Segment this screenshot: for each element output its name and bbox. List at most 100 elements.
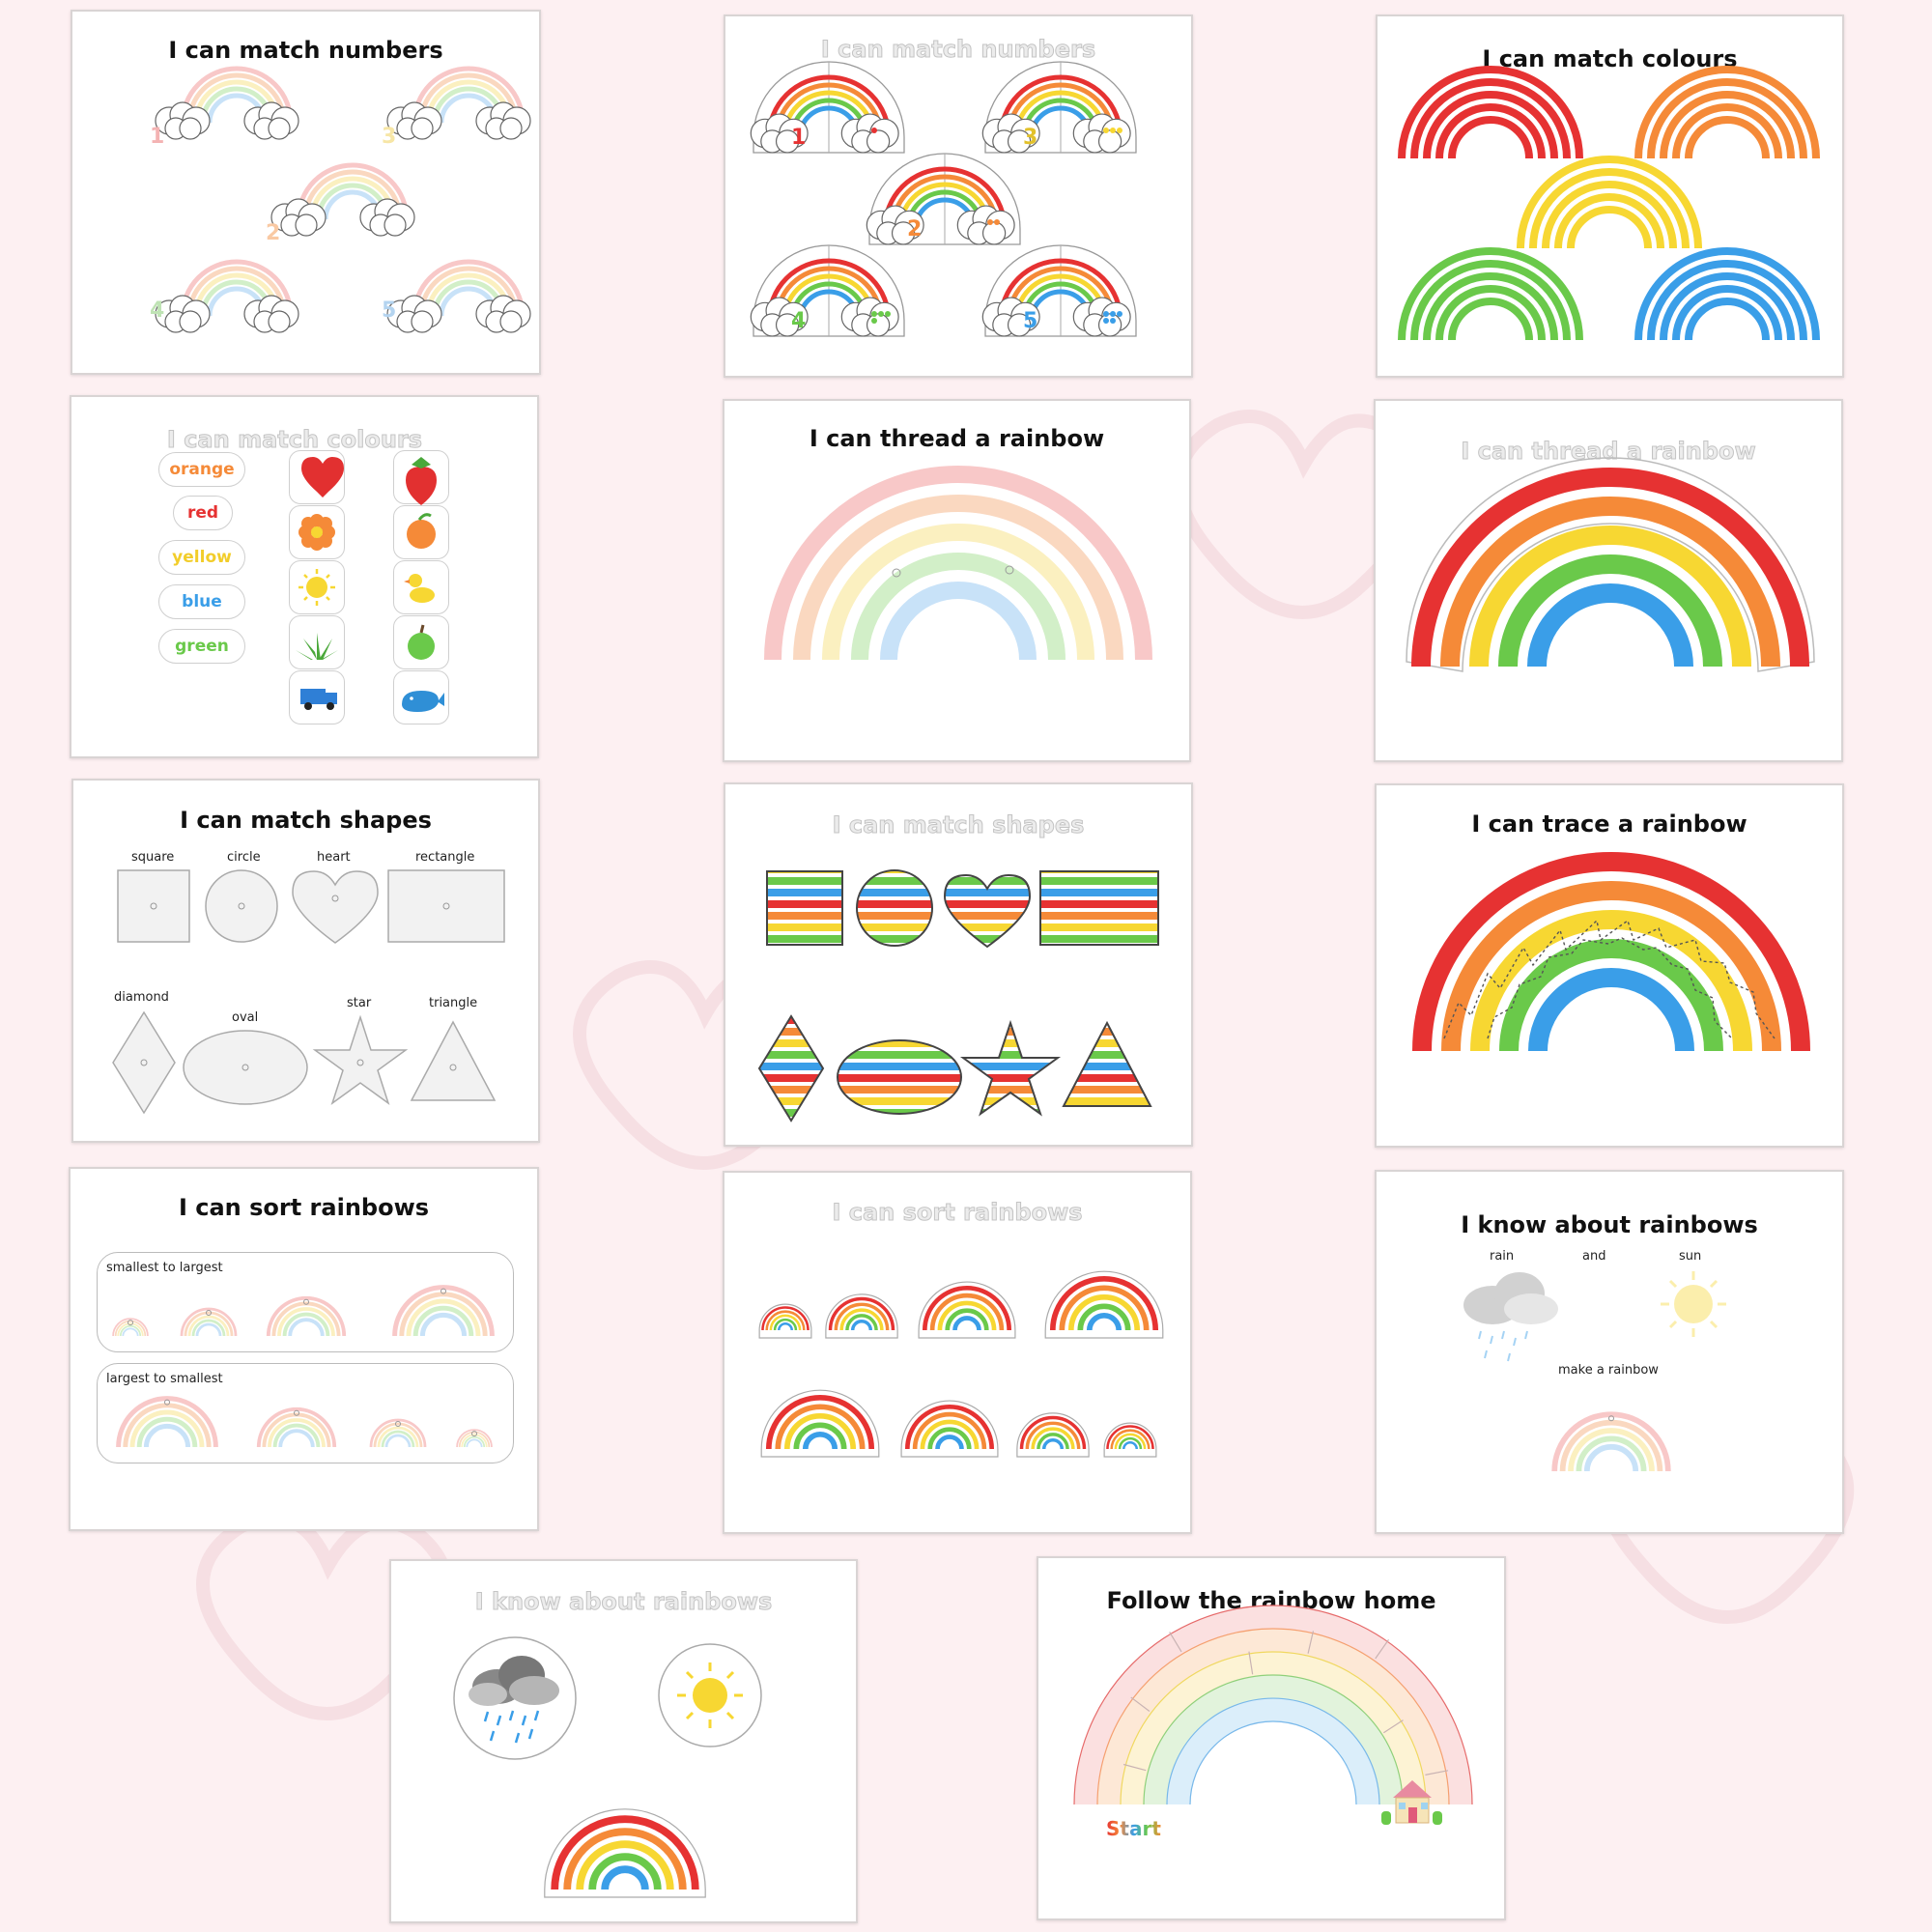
rainbow-band <box>1423 272 1558 341</box>
rainbow-band <box>904 1405 995 1450</box>
number-label: 1 <box>791 126 807 150</box>
rainbow-band <box>783 1413 857 1450</box>
thread-hole <box>1608 1415 1614 1422</box>
rainbow-band <box>1106 1425 1154 1450</box>
shape-label: square <box>131 850 175 865</box>
cloud-icon <box>243 295 299 333</box>
count-dot <box>1117 311 1122 317</box>
colour-rainbows <box>1398 66 1820 341</box>
strawberry-picture-tile[interactable] <box>393 450 449 504</box>
square-rainbow-shape <box>766 870 843 946</box>
rainbow-band <box>1499 939 1723 1052</box>
rainbow-band <box>412 66 526 124</box>
rainbow-band <box>551 1815 699 1890</box>
rainbow-band <box>1412 852 1810 1052</box>
colour-rainbow-large <box>1411 468 1809 668</box>
colour-rainbow <box>900 1400 999 1458</box>
rainbow-band <box>1527 583 1693 668</box>
make-a-rainbow-label: make a rainbow <box>1558 1363 1659 1378</box>
rainbow-band <box>1685 298 1770 341</box>
maze-wall <box>1120 1651 1427 1805</box>
colour-word-orange[interactable]: orange <box>158 452 245 487</box>
orange-picture-tile[interactable] <box>393 505 449 559</box>
rainbow-band <box>1568 1428 1655 1472</box>
cloud-icon <box>359 198 415 237</box>
and-label: and <box>1582 1249 1606 1264</box>
count-dot <box>1110 311 1116 317</box>
pastel-rainbow <box>1551 1411 1671 1472</box>
colour-rainbow <box>1016 1412 1090 1458</box>
card-title: I can sort rainbows <box>832 1199 1083 1227</box>
colour-word-red[interactable]: red <box>173 496 233 530</box>
maze-wall <box>1169 1632 1182 1653</box>
orange-rainbow <box>1634 66 1820 159</box>
colour-word-yellow[interactable]: yellow <box>158 540 245 575</box>
oval-rainbow-shape <box>837 1039 962 1115</box>
sort-row-label: smallest to largest <box>106 1261 223 1275</box>
rainbow-band <box>998 258 1123 322</box>
count-dot <box>1103 128 1109 133</box>
rainbow-band <box>764 466 1152 661</box>
number-label: 3 <box>382 125 397 149</box>
sun-icon <box>1661 1271 1726 1337</box>
pastel-rainbow <box>386 259 531 333</box>
diamond-shape <box>112 1010 176 1115</box>
sort-row-largest-to-smallest <box>97 1363 514 1463</box>
rainbow-band <box>851 553 1065 661</box>
rainbow-band <box>418 266 519 317</box>
rainbow-band <box>802 1432 838 1450</box>
cloud-icon <box>475 295 531 333</box>
blue-rainbow <box>1634 247 1820 341</box>
flower-picture-tile[interactable] <box>289 505 345 559</box>
rainbow-band <box>773 1318 798 1331</box>
cloud-icon <box>981 113 1040 154</box>
card-follow-rainbow-home: Follow the rainbow home Start <box>1037 1556 1506 1920</box>
card-title: I can match shapes <box>180 807 432 834</box>
sun-picture-tile[interactable] <box>289 560 345 614</box>
rainbow-band <box>765 1394 875 1450</box>
rainbow-band <box>563 1828 687 1890</box>
rainbow-puzzle <box>981 61 1137 154</box>
card-title: I know about rainbows <box>1461 1211 1758 1238</box>
cloud-icon <box>1072 113 1131 154</box>
cloud-icon <box>981 297 1040 337</box>
rainbow-band <box>1551 1411 1671 1472</box>
card-thread-rainbow-colour: I can thread a rainbow <box>1374 399 1843 762</box>
shape-label: star <box>347 996 372 1010</box>
heart-rainbow-shape <box>943 873 1032 949</box>
maze-wall <box>1307 1631 1315 1654</box>
duck-picture-tile[interactable] <box>393 560 449 614</box>
heart-picture-tile[interactable] <box>289 450 345 504</box>
whale-picture-tile[interactable] <box>393 670 449 724</box>
sort-row-smallest-to-largest <box>97 1252 514 1352</box>
rainbow-band <box>880 582 1037 661</box>
cut-outline <box>758 1303 812 1339</box>
pastel-rainbow <box>155 66 299 140</box>
square-shape <box>117 869 190 943</box>
rainbow-band <box>1685 116 1770 159</box>
rainbow-band <box>952 1316 981 1331</box>
sun-icon <box>677 1662 743 1728</box>
count-dot <box>1103 318 1109 324</box>
truck-picture-tile[interactable] <box>289 670 345 724</box>
rainbow-band <box>1049 1275 1159 1331</box>
rainbow-band <box>1440 497 1780 668</box>
colour-word-green[interactable]: green <box>158 629 245 664</box>
grass-picture-tile[interactable] <box>289 615 345 669</box>
colour-rainbow <box>758 1303 812 1339</box>
apple-picture-tile[interactable] <box>393 615 449 669</box>
rainbow-band <box>935 1435 964 1450</box>
shape-label: oval <box>232 1010 259 1025</box>
rainbow-band <box>1411 468 1809 668</box>
colour-rainbow <box>760 1389 880 1458</box>
colour-word-blue[interactable]: blue <box>158 584 245 619</box>
rainbow-band <box>186 266 287 317</box>
rainbow-band <box>1118 1436 1143 1450</box>
rainbow-band <box>1441 881 1781 1052</box>
star-shape <box>312 1014 409 1105</box>
rainbow-band <box>766 74 892 138</box>
cloud-icon <box>1072 297 1131 337</box>
rainbow-band <box>1435 285 1546 341</box>
rain-label: rain <box>1490 1249 1515 1264</box>
card-match-numbers-colour: I can match numbers 1 3 2 4 5 <box>724 14 1193 378</box>
